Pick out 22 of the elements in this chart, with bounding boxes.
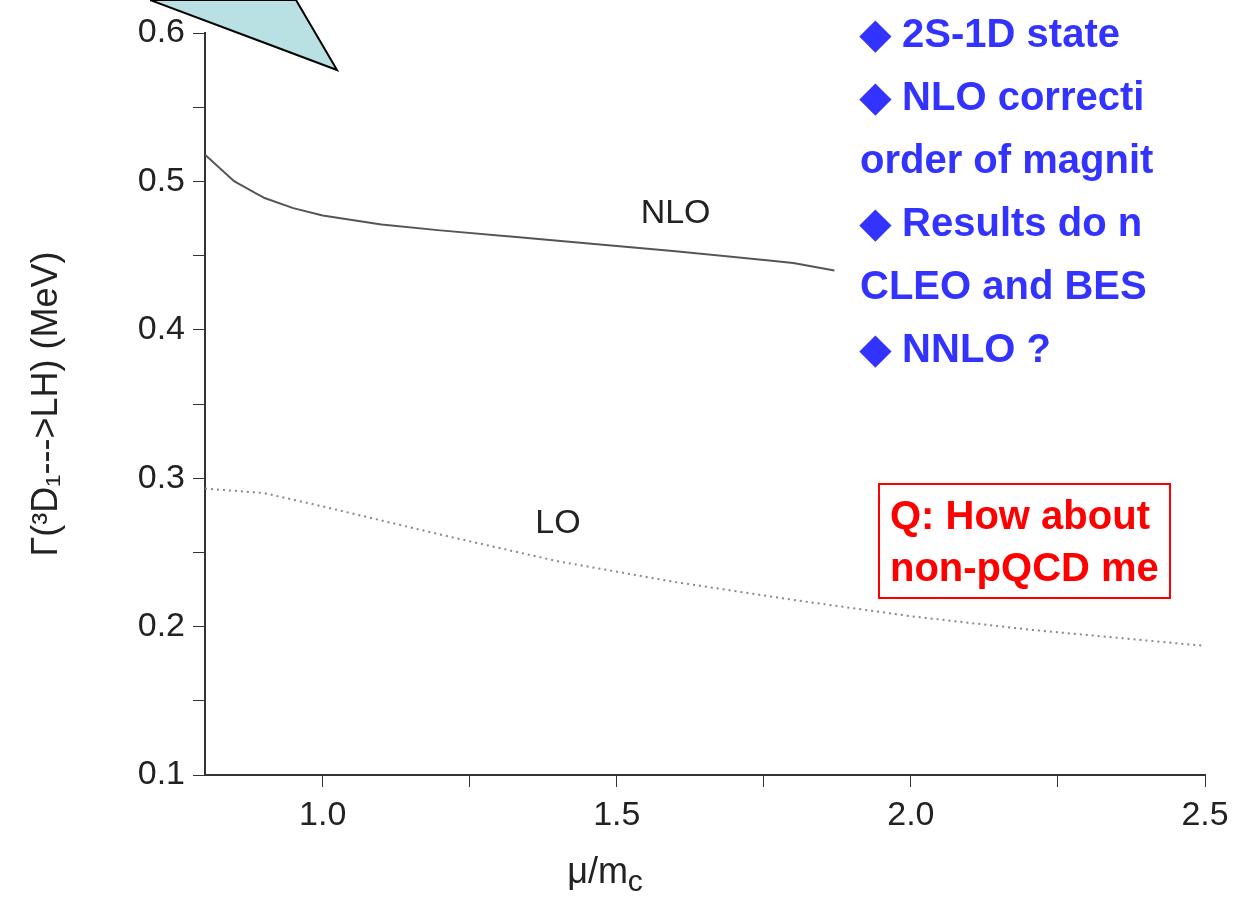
y-tick-label: 0.4: [137, 308, 185, 347]
series-label: NLO: [640, 192, 711, 231]
y-axis-title: Γ(³D₁--->LH) (MeV): [24, 251, 66, 557]
x-tick-label: 2.5: [1181, 793, 1229, 832]
annotation: order of magnit: [860, 136, 1154, 183]
x-tick-label: 2.0: [887, 793, 935, 832]
x-tick-label: 1.5: [593, 793, 641, 832]
annotation: ◆ Results do n: [860, 199, 1144, 246]
annotation: CLEO and BES: [860, 262, 1148, 309]
y-tick-label: 0.1: [137, 753, 185, 792]
x-tick-label: 1.0: [299, 793, 347, 832]
series-label: LO: [535, 502, 581, 541]
y-tick-label: 0.5: [137, 159, 185, 198]
y-tick-label: 0.2: [137, 604, 185, 643]
annotation: Q: How about: [890, 492, 1151, 539]
y-tick-label: 0.3: [137, 456, 185, 495]
annotation: ◆ 2S-1D state: [860, 10, 1121, 57]
annotation: non-pQCD me: [890, 544, 1159, 591]
y-tick-label: 0.6: [137, 11, 185, 50]
x-axis-title: μ/m$_{c}$: [567, 850, 643, 899]
annotation: ◆ NNLO ?: [860, 325, 1052, 372]
annotation: ◆ NLO correcti: [860, 73, 1146, 120]
